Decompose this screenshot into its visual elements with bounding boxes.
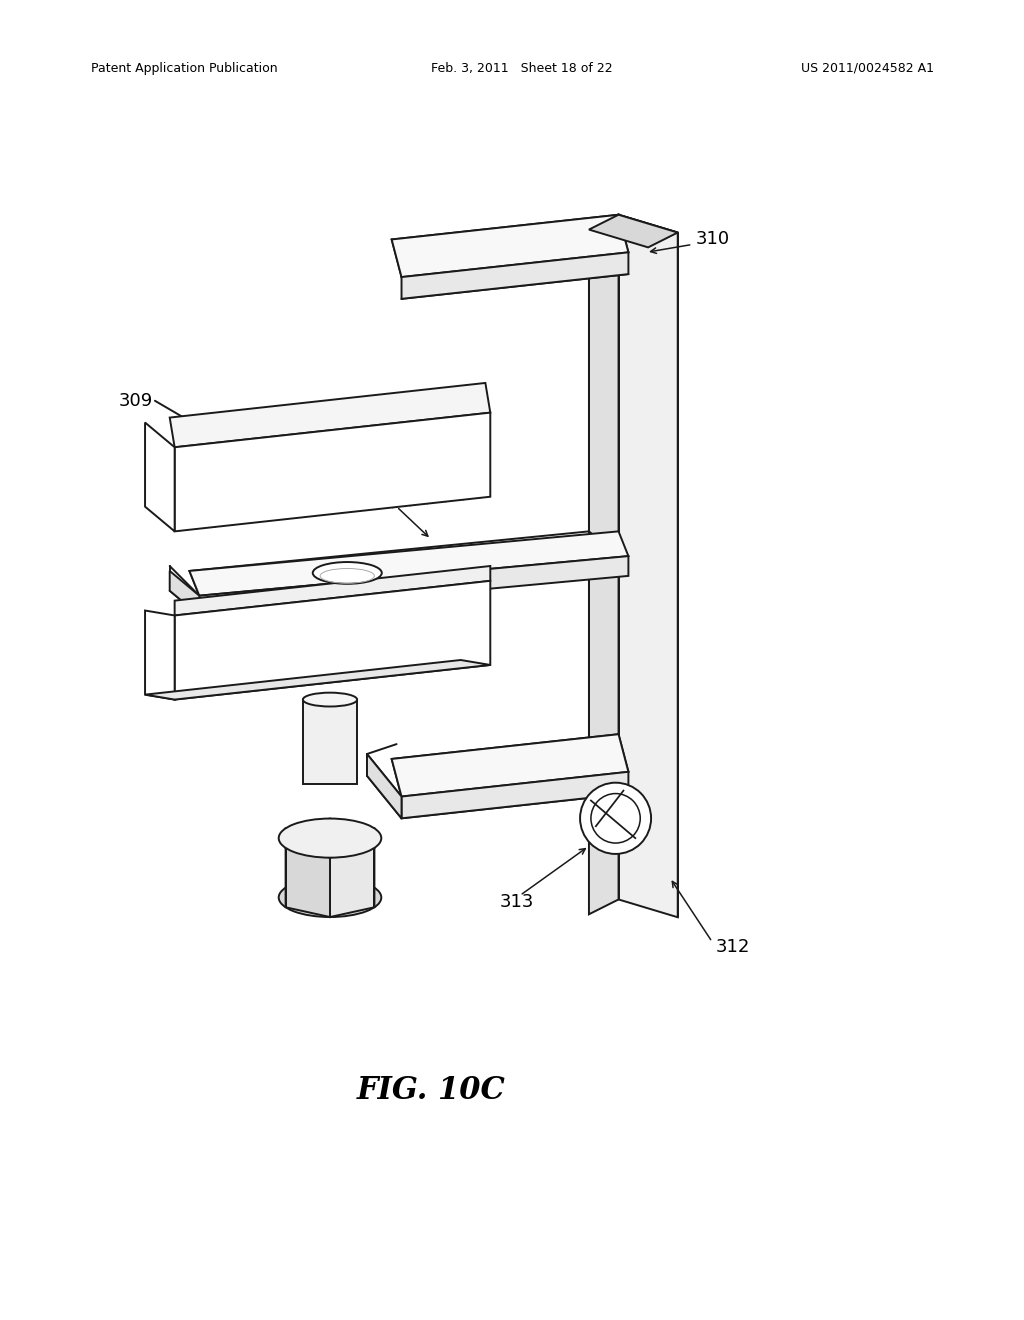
Text: US 2011/0024582 A1: US 2011/0024582 A1 [801, 62, 934, 75]
Polygon shape [589, 215, 618, 915]
Polygon shape [286, 818, 375, 858]
Ellipse shape [303, 693, 357, 706]
Text: Patent Application Publication: Patent Application Publication [91, 62, 278, 75]
Text: 313: 313 [500, 894, 535, 911]
Polygon shape [391, 215, 629, 277]
Ellipse shape [312, 562, 382, 583]
Ellipse shape [279, 878, 381, 917]
Text: 310: 310 [695, 231, 730, 248]
Text: 311: 311 [380, 487, 414, 506]
Polygon shape [391, 734, 629, 796]
Polygon shape [175, 581, 490, 700]
Polygon shape [145, 611, 175, 700]
Polygon shape [367, 754, 401, 818]
Polygon shape [175, 413, 490, 532]
Polygon shape [170, 383, 490, 447]
Polygon shape [286, 847, 330, 917]
Polygon shape [145, 660, 490, 700]
Polygon shape [175, 566, 490, 615]
Text: 309: 309 [119, 392, 153, 409]
Polygon shape [170, 572, 200, 615]
Ellipse shape [279, 818, 381, 858]
Polygon shape [303, 700, 357, 784]
Polygon shape [618, 215, 678, 917]
Polygon shape [200, 556, 629, 615]
Text: FIG. 10C: FIG. 10C [356, 1074, 506, 1106]
Ellipse shape [580, 783, 651, 854]
Text: 312: 312 [715, 939, 750, 956]
Polygon shape [401, 252, 629, 298]
Polygon shape [189, 532, 629, 595]
Ellipse shape [591, 793, 640, 843]
Polygon shape [330, 847, 375, 917]
Polygon shape [401, 772, 629, 818]
Polygon shape [589, 215, 678, 247]
Polygon shape [145, 422, 175, 532]
Text: Feb. 3, 2011   Sheet 18 of 22: Feb. 3, 2011 Sheet 18 of 22 [431, 62, 612, 75]
